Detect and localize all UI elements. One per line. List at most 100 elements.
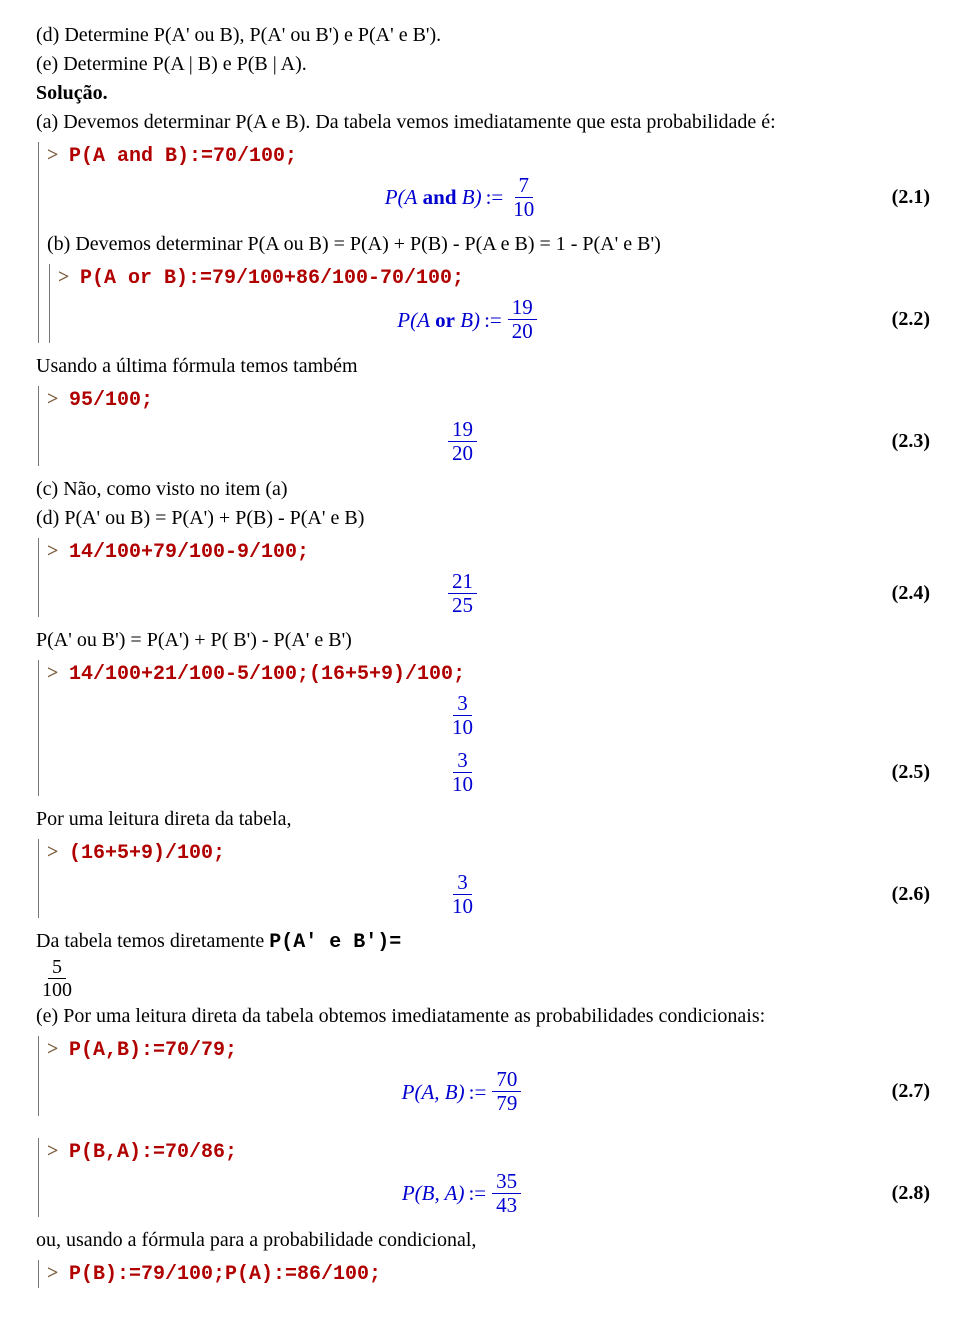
- o2-num: 19: [508, 296, 537, 320]
- input-6: > (16+5+9)/100;: [47, 839, 930, 867]
- line-e: (e) Determine P(A | B) e P(B | A).: [36, 51, 930, 78]
- maple-block-3: >95/100; 1920 (2.3): [38, 386, 930, 465]
- prompt-icon: >: [47, 1260, 63, 1287]
- maple-block-6: > (16+5+9)/100; 310 (2.6): [38, 839, 930, 918]
- input-4-code: 14/100+79/100-9/100;: [69, 541, 309, 564]
- eqnum-5: (2.5): [878, 759, 930, 786]
- input-5: >14/100+21/100-5/100;(16+5+9)/100;: [47, 660, 930, 688]
- line-d: (d) Determine P(A' ou B), P(A' ou B') e …: [36, 22, 930, 49]
- o1-assign: :=: [486, 183, 504, 211]
- maple-block-9: > P(B):=79/100;P(A):=86/100;: [38, 1260, 930, 1288]
- input-1-code: P(A and B):=70/100;: [69, 145, 297, 168]
- solution-heading: Solução.: [36, 80, 930, 107]
- oinline-num: 5: [48, 956, 66, 979]
- o5a-den: 10: [448, 716, 477, 739]
- input-1: > P(A and B):=70/100;: [47, 142, 930, 170]
- line-da-tabela: Da tabela temos diretamente P(A' e B')= …: [36, 928, 930, 1001]
- o7-den: 79: [492, 1092, 521, 1115]
- output-2: P(A or B) := 1920 (2.2): [58, 296, 930, 343]
- o5a-num: 3: [453, 692, 472, 716]
- prompt-icon: >: [47, 660, 63, 687]
- input-8-code: P(B,A):=70/86;: [69, 1141, 237, 1164]
- o2-lhs: P(A: [397, 306, 430, 334]
- o3-den: 20: [448, 442, 477, 465]
- input-9: > P(B):=79/100;P(A):=86/100;: [47, 1260, 930, 1288]
- o8-num: 35: [492, 1170, 521, 1194]
- line-por-leitura: Por uma leitura direta da tabela,: [36, 806, 930, 833]
- o2-den: 20: [508, 320, 537, 343]
- eqnum-2: (2.2): [878, 306, 930, 333]
- o1-op: and: [423, 183, 457, 211]
- output-4: 2125 (2.4): [47, 570, 930, 617]
- o7-assign: :=: [469, 1078, 487, 1106]
- line-b-intro: (b) Devemos determinar P(A ou B) = P(A) …: [47, 231, 930, 258]
- prompt-icon: >: [47, 839, 63, 866]
- line-p-aorb-prime: P(A' ou B') = P(A') + P( B') - P(A' e B'…: [36, 627, 930, 654]
- da-tabela-pre: Da tabela temos diretamente: [36, 930, 269, 952]
- eqnum-1: (2.1): [878, 184, 930, 211]
- eqnum-8: (2.8): [878, 1180, 930, 1207]
- output-5b: 310 (2.5): [47, 749, 930, 796]
- input-7-code: P(A,B):=70/79;: [69, 1039, 237, 1062]
- output-7: P(A, B) := 7079 (2.7): [47, 1068, 930, 1115]
- eqnum-3: (2.3): [878, 428, 930, 455]
- output-8: P(B, A) := 3543 (2.8): [47, 1170, 930, 1217]
- input-7: > P(A,B):=70/79;: [47, 1036, 930, 1064]
- maple-block-1: > P(A and B):=70/100; P(A and B) := 710 (…: [38, 142, 930, 343]
- line-a-intro: (a) Devemos determinar P(A e B). Da tabe…: [36, 109, 930, 136]
- input-5-code: 14/100+21/100-5/100;(16+5+9)/100;: [69, 663, 465, 686]
- prompt-icon: >: [58, 264, 74, 291]
- input-3-code: 95/100;: [69, 389, 153, 412]
- input-2: > P(A or B):=79/100+86/100-70/100;: [58, 264, 930, 292]
- maple-block-7: > P(A,B):=70/79; P(A, B) := 7079 (2.7): [38, 1036, 930, 1115]
- input-6-code: (16+5+9)/100;: [69, 842, 225, 865]
- o4-den: 25: [448, 594, 477, 617]
- prompt-icon: >: [47, 386, 63, 413]
- output-3: 1920 (2.3): [47, 418, 930, 465]
- o1-rhs: B): [462, 183, 482, 211]
- input-2-code: P(A or B):=79/100+86/100-70/100;: [80, 267, 464, 290]
- line-d2: (d) P(A' ou B) = P(A') + P(B) - P(A' e B…: [36, 505, 930, 532]
- o4-num: 21: [448, 570, 477, 594]
- o6-den: 10: [448, 895, 477, 918]
- o1-num: 7: [515, 174, 534, 198]
- o8-den: 43: [492, 1194, 521, 1217]
- o7-num: 70: [492, 1068, 521, 1092]
- prompt-icon: >: [47, 1036, 63, 1063]
- da-tabela-code: P(A' e B')=: [269, 931, 401, 954]
- o2-rhs: B): [460, 306, 480, 334]
- oinline-den: 100: [38, 979, 76, 1001]
- o1-den: 10: [509, 198, 538, 221]
- o1-lhs: P(A: [385, 183, 418, 211]
- o2-op: or: [435, 306, 455, 334]
- o6-num: 3: [453, 871, 472, 895]
- line-ou-usando: ou, usando a fórmula para a probabilidad…: [36, 1227, 930, 1254]
- output-5a: 310: [47, 692, 930, 739]
- o8-assign: :=: [468, 1179, 486, 1207]
- o7-lhs: P(A, B): [402, 1078, 465, 1106]
- o3-num: 19: [448, 418, 477, 442]
- line-e-intro: (e) Por uma leitura direta da tabela obt…: [36, 1003, 930, 1030]
- input-3: >95/100;: [47, 386, 930, 414]
- prompt-icon: >: [47, 538, 63, 565]
- o5b-num: 3: [453, 749, 472, 773]
- output-6: 310 (2.6): [47, 871, 930, 918]
- prompt-icon: >: [47, 1138, 63, 1165]
- prompt-icon: >: [47, 142, 63, 169]
- maple-block-4: >14/100+79/100-9/100; 2125 (2.4): [38, 538, 930, 617]
- output-1: P(A and B) := 710 (2.1): [47, 174, 930, 221]
- o2-assign: :=: [484, 306, 502, 334]
- input-9-code: P(B):=79/100;P(A):=86/100;: [69, 1263, 381, 1286]
- maple-block-8: > P(B,A):=70/86; P(B, A) := 3543 (2.8): [38, 1138, 930, 1217]
- maple-sub-2: > P(A or B):=79/100+86/100-70/100; P(A or…: [49, 264, 930, 343]
- eqnum-7: (2.7): [878, 1078, 930, 1105]
- input-4: >14/100+79/100-9/100;: [47, 538, 930, 566]
- o8-lhs: P(B, A): [402, 1179, 465, 1207]
- line-c: (c) Não, como visto no item (a): [36, 476, 930, 503]
- eqnum-4: (2.4): [878, 580, 930, 607]
- line-usando: Usando a última fórmula temos também: [36, 353, 930, 380]
- input-8: > P(B,A):=70/86;: [47, 1138, 930, 1166]
- maple-block-5: >14/100+21/100-5/100;(16+5+9)/100; 310 3…: [38, 660, 930, 796]
- o5b-den: 10: [448, 773, 477, 796]
- eqnum-6: (2.6): [878, 881, 930, 908]
